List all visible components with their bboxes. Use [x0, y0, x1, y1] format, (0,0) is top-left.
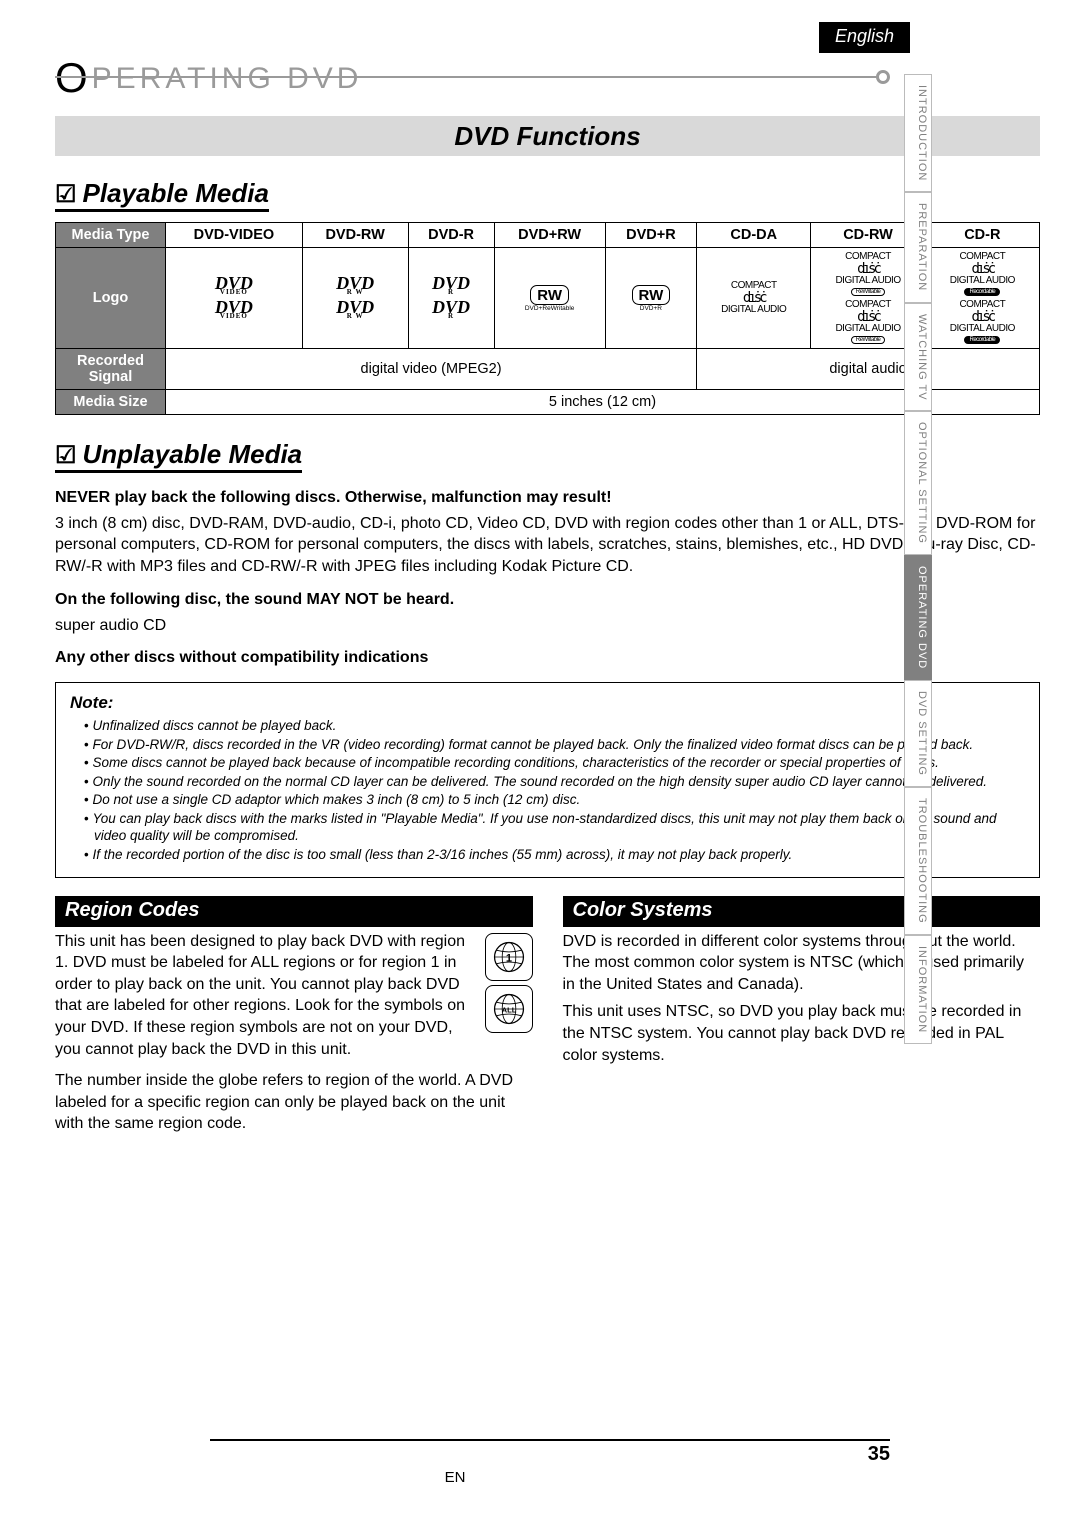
note-item: For DVD-RW/R, discs recorded in the VR (…	[84, 736, 1025, 754]
playable-heading: Playable Media	[55, 178, 269, 212]
note-box: Note: Unfinalized discs cannot be played…	[55, 682, 1040, 877]
color-column: Color Systems DVD is recorded in differe…	[563, 896, 1041, 1139]
color-title: Color Systems	[563, 896, 1041, 927]
region-title: Region Codes	[55, 896, 533, 927]
region-p2: The number inside the globe refers to re…	[55, 1070, 533, 1135]
rowhead-logo: Logo	[56, 248, 166, 349]
rowhead-size: Media Size	[56, 390, 166, 415]
page-number: 35	[210, 1439, 890, 1466]
note-item: You can play back discs with the marks l…	[84, 810, 1025, 845]
logo-dvd+r: RWDVD+R	[605, 248, 696, 349]
logo-dvd+rw: RWDVD+ReWritable	[494, 248, 605, 349]
tab-information[interactable]: INFORMATION	[904, 935, 932, 1044]
logo-dvd-r: DVDR DVDR	[408, 248, 494, 349]
language-tab: English	[819, 22, 910, 53]
tab-troubleshooting[interactable]: TROUBLESHOOTING	[904, 787, 932, 935]
section-title: DVD Functions	[454, 121, 640, 152]
compat-head: Any other discs without compatibility in…	[55, 647, 1040, 669]
tab-introduction[interactable]: INTRODUCTION	[904, 74, 932, 192]
sound-body: super audio CD	[55, 615, 1040, 637]
region-globe-1-icon: 1	[485, 933, 533, 981]
rowhead-media-type: Media Type	[56, 223, 166, 248]
note-item: Unfinalized discs cannot be played back.	[84, 717, 1025, 735]
svg-text:ALL: ALL	[501, 1005, 516, 1014]
chapter-rule-dot	[876, 70, 890, 84]
logo-cd-da: COMPACTdıṡċDIGITAL AUDIO	[697, 248, 811, 349]
region-p1: This unit has been designed to play back…	[55, 931, 533, 1061]
col-dvd-rw: DVD-RW	[302, 223, 408, 248]
svg-text:1: 1	[505, 952, 511, 964]
col-dvd+rw: DVD+RW	[494, 223, 605, 248]
region-globe-all-icon: ALL	[485, 985, 533, 1033]
region-column: Region Codes 1 ALL This unit has been de…	[55, 896, 533, 1139]
col-cd-da: CD-DA	[697, 223, 811, 248]
note-list: Unfinalized discs cannot be played back.…	[70, 717, 1025, 863]
note-item: Do not use a single CD adaptor which mak…	[84, 791, 1025, 809]
chapter-rule	[55, 76, 883, 78]
unplayable-list: 3 inch (8 cm) disc, DVD-RAM, DVD-audio, …	[55, 513, 1040, 578]
chapter-rest: PERATING DVD	[92, 62, 363, 95]
tab-operating-dvd[interactable]: OPERATING DVD	[904, 555, 932, 680]
rowhead-signal: Recorded Signal	[56, 349, 166, 390]
section-bar: DVD Functions	[55, 116, 1040, 156]
sidetabs: INTRODUCTION PREPARATION WATCHING TV OPT…	[904, 74, 932, 1044]
note-item: Some discs cannot be played back because…	[84, 754, 1025, 772]
unplayable-warn: NEVER play back the following discs. Oth…	[55, 487, 1040, 509]
col-dvd+r: DVD+R	[605, 223, 696, 248]
unplayable-heading: Unplayable Media	[55, 439, 302, 473]
sound-head: On the following disc, the sound MAY NOT…	[55, 589, 1040, 611]
media-table: Media Type DVD-VIDEO DVD-RW DVD-R DVD+RW…	[55, 222, 1040, 415]
tab-optional-setting[interactable]: OPTIONAL SETTING	[904, 411, 932, 555]
chapter-heading: OPERATING DVD	[55, 54, 1040, 102]
signal-video: digital video (MPEG2)	[166, 349, 697, 390]
tab-preparation[interactable]: PREPARATION	[904, 192, 932, 302]
color-p1: DVD is recorded in different color syste…	[563, 931, 1041, 996]
tab-watching-tv[interactable]: WATCHING TV	[904, 303, 932, 412]
col-cd-r: CD-R	[925, 223, 1039, 248]
note-item: If the recorded portion of the disc is t…	[84, 846, 1025, 864]
color-p2: This unit uses NTSC, so DVD you play bac…	[563, 1001, 1041, 1066]
logo-dvd-rw: DVDR W DVDR W	[302, 248, 408, 349]
tab-dvd-setting[interactable]: DVD SETTING	[904, 680, 932, 787]
note-item: Only the sound recorded on the normal CD…	[84, 773, 1025, 791]
note-title: Note:	[70, 693, 1025, 713]
page-footer: EN	[0, 1469, 910, 1486]
signal-audio: digital audio	[697, 349, 1040, 390]
col-dvd-r: DVD-R	[408, 223, 494, 248]
col-dvd-video: DVD-VIDEO	[166, 223, 303, 248]
region-icons: 1 ALL	[485, 933, 533, 1033]
logo-cd-r: COMPACTdıṡċDIGITAL AUDIORecordable COMPA…	[925, 248, 1039, 349]
logo-dvd-video: DVDVIDEO DVDVIDEO	[166, 248, 303, 349]
